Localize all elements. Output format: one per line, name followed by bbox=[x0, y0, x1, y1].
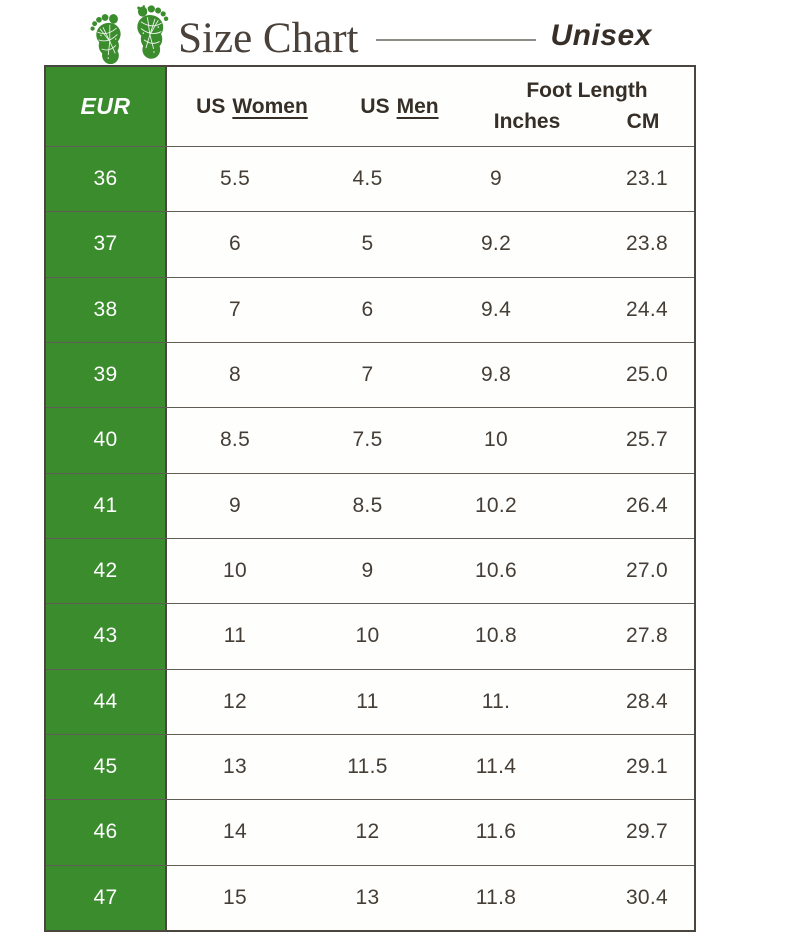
cell-eur: 40 bbox=[46, 408, 167, 473]
cell-eur: 37 bbox=[46, 212, 167, 277]
size-chart-table: EUR US Women US Men Foot Length Inches C… bbox=[44, 65, 696, 932]
cell-cm: 26.4 bbox=[625, 493, 669, 517]
title-divider-line bbox=[376, 39, 537, 41]
table-row: 45 13 11.5 11.4 29.1 bbox=[46, 733, 694, 800]
us-men-prefix: US bbox=[360, 94, 390, 118]
us-women-word: Women bbox=[232, 94, 308, 118]
cell-cm: 28.4 bbox=[625, 689, 669, 713]
cell-us-women: 14 bbox=[223, 820, 247, 844]
cell-us-women: 6 bbox=[229, 232, 241, 256]
column-header-inches: Inches bbox=[493, 110, 561, 133]
cell-inches: 11.8 bbox=[475, 885, 517, 909]
table-row: 43 11 10 10.8 27.8 bbox=[46, 603, 694, 669]
us-women-prefix: US bbox=[196, 94, 226, 118]
cell-us-women: 7 bbox=[229, 297, 241, 321]
cell-us-women: 13 bbox=[223, 755, 247, 779]
table-row: 40 8.5 7.5 10 25.7 bbox=[46, 407, 694, 473]
cell-us-men: 8.5 bbox=[352, 493, 383, 517]
cell-inches: 9.8 bbox=[480, 363, 512, 387]
cell-cm: 24.4 bbox=[625, 297, 669, 321]
cell-us-women: 5.5 bbox=[219, 167, 251, 191]
cell-inches: 10.8 bbox=[474, 624, 518, 648]
subtitle-unisex: Unisex bbox=[550, 19, 652, 52]
table-row: 41 9 8.5 10.2 26.4 bbox=[46, 472, 694, 538]
cell-inches: 9.4 bbox=[480, 297, 512, 321]
cell-us-women: 15 bbox=[223, 885, 247, 909]
cell-us-men: 6 bbox=[361, 297, 374, 321]
column-header-foot-length-group: Foot Length Inches CM bbox=[462, 67, 694, 146]
cell-eur: 41 bbox=[46, 473, 167, 538]
cell-eur: 46 bbox=[46, 800, 167, 865]
table-row: 36 5.5 4.5 9 23.1 bbox=[46, 146, 694, 212]
cell-eur: 36 bbox=[46, 147, 167, 212]
cell-inches: 10.6 bbox=[474, 559, 518, 583]
table-row: 46 14 12 11.6 29.7 bbox=[46, 799, 694, 865]
cell-eur: 44 bbox=[46, 669, 167, 734]
cell-us-women: 10 bbox=[223, 559, 247, 583]
cell-us-women: 12 bbox=[223, 689, 247, 713]
table-row: 38 7 6 9.4 24.4 bbox=[46, 276, 694, 342]
cell-eur: 42 bbox=[46, 538, 167, 604]
cell-us-men: 11.5 bbox=[347, 755, 388, 779]
table-row: 47 15 13 11.8 30.4 bbox=[46, 864, 694, 930]
table-row: 44 12 11 11. 28.4 bbox=[46, 668, 694, 734]
cell-eur: 38 bbox=[46, 277, 167, 342]
cell-cm: 23.1 bbox=[625, 167, 669, 191]
cell-us-women: 8 bbox=[229, 363, 241, 387]
page-header: Size Chart Unisex bbox=[44, 0, 696, 64]
table-row: 37 6 5 9.2 23.8 bbox=[46, 211, 694, 277]
cell-inches: 9 bbox=[490, 167, 502, 191]
cell-us-men: 12 bbox=[355, 820, 380, 844]
page-title: Size Chart bbox=[178, 14, 359, 62]
cell-us-men: 4.5 bbox=[352, 167, 383, 191]
cell-inches: 11. bbox=[481, 689, 511, 713]
cell-us-women: 11 bbox=[223, 624, 247, 648]
table-body: 36 5.5 4.5 9 23.1 37 6 5 9.2 23.8 38 7 bbox=[46, 146, 694, 930]
cell-cm: 25.0 bbox=[625, 363, 669, 387]
cell-us-men: 10 bbox=[355, 624, 380, 648]
cell-eur: 45 bbox=[46, 734, 167, 800]
table-row: 39 8 7 9.8 25.0 bbox=[46, 341, 694, 408]
cell-inches: 9.2 bbox=[480, 232, 512, 256]
cell-cm: 29.1 bbox=[625, 755, 669, 779]
cell-us-men: 13 bbox=[355, 885, 380, 909]
cell-us-men: 11 bbox=[356, 689, 379, 713]
table-row: 42 10 9 10.6 27.0 bbox=[46, 537, 694, 604]
table-header: EUR US Women US Men Foot Length Inches C… bbox=[46, 67, 694, 146]
cell-inches: 11.4 bbox=[475, 755, 517, 779]
cell-us-men: 9 bbox=[361, 559, 374, 583]
cell-inches: 10.2 bbox=[474, 493, 518, 517]
cell-cm: 29.7 bbox=[625, 820, 669, 844]
cell-us-women: 8.5 bbox=[219, 428, 251, 452]
column-header-eur: EUR bbox=[46, 67, 167, 146]
us-men-word: Men bbox=[396, 94, 439, 118]
cell-eur: 43 bbox=[46, 604, 167, 669]
cell-eur: 39 bbox=[46, 342, 167, 408]
cell-cm: 30.4 bbox=[625, 885, 669, 909]
column-header-foot-length: Foot Length bbox=[526, 79, 648, 102]
column-header-us-women: US Women bbox=[167, 67, 337, 146]
footprints-icon bbox=[88, 3, 171, 64]
cell-cm: 27.0 bbox=[625, 559, 669, 583]
cell-eur: 47 bbox=[46, 865, 167, 930]
cell-inches: 10 bbox=[484, 428, 508, 452]
column-header-cm: CM bbox=[626, 110, 660, 133]
cell-cm: 23.8 bbox=[625, 232, 669, 256]
cell-us-men: 7 bbox=[361, 363, 374, 387]
cell-us-men: 5 bbox=[361, 232, 374, 256]
column-header-us-men: US Men bbox=[337, 67, 462, 146]
cell-us-women: 9 bbox=[229, 493, 241, 517]
cell-cm: 25.7 bbox=[625, 428, 669, 452]
cell-inches: 11.6 bbox=[475, 820, 517, 844]
cell-cm: 27.8 bbox=[625, 624, 669, 648]
foot-length-subheaders: Inches CM bbox=[462, 110, 694, 134]
cell-us-men: 7.5 bbox=[352, 428, 383, 452]
